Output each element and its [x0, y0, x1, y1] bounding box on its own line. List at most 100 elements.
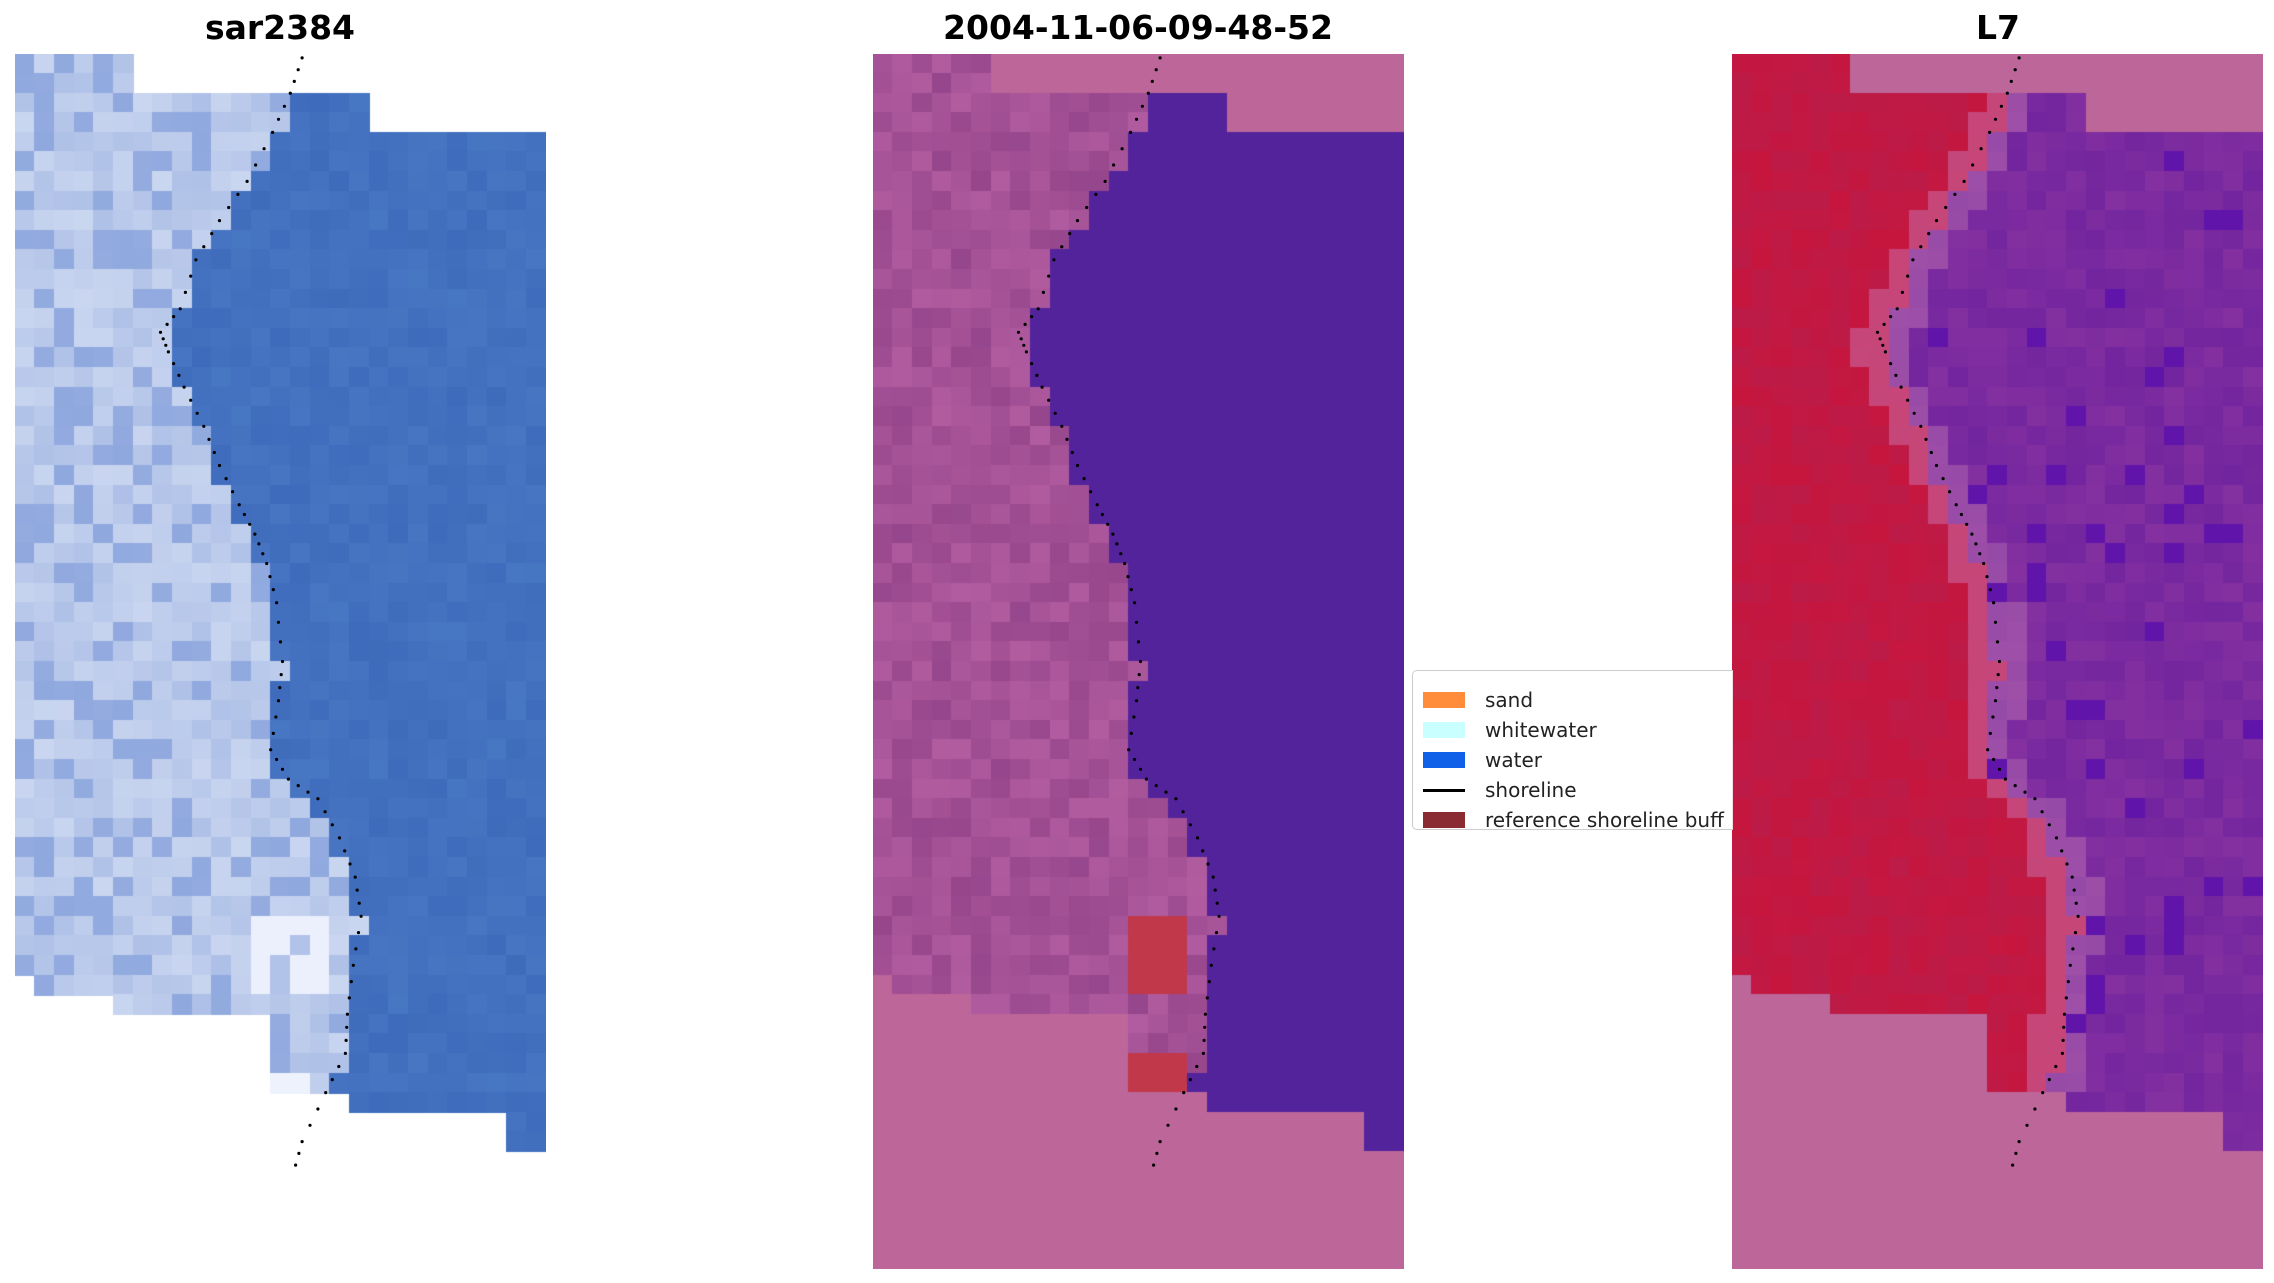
shoreline-point [1982, 561, 1986, 566]
shoreline-point [2009, 79, 2013, 83]
shoreline-point [1899, 385, 1903, 389]
legend-label: shoreline [1485, 778, 1577, 802]
shoreline-point [351, 963, 355, 967]
shoreline-point [1201, 849, 1205, 853]
legend-label: reference shoreline buff [1485, 808, 1724, 830]
shoreline-point [254, 163, 258, 167]
shoreline-point [231, 490, 235, 494]
shoreline-point [183, 290, 187, 294]
shoreline-point [1912, 411, 1916, 415]
shoreline-point [1970, 532, 1974, 536]
shoreline-point [262, 147, 266, 151]
shoreline-point [349, 980, 353, 984]
shoreline-point [323, 810, 327, 814]
shoreline-point [1962, 179, 1966, 183]
shoreline-point [1959, 512, 1963, 517]
shoreline-point [242, 512, 246, 517]
shoreline-point [227, 205, 231, 210]
shoreline-point [1146, 91, 1150, 95]
shoreline-overlay [158, 56, 363, 1167]
shoreline-point [268, 575, 272, 579]
shoreline-point [1906, 398, 1910, 402]
shoreline-point [345, 1012, 349, 1016]
shoreline-point [1214, 931, 1219, 935]
shoreline-point [1906, 274, 1910, 278]
shoreline-point [275, 757, 279, 762]
shoreline-point [1158, 56, 1162, 60]
shoreline-point [1023, 322, 1027, 326]
shoreline-point [1919, 424, 1923, 428]
shoreline-point [357, 901, 361, 905]
shoreline-point [1166, 1123, 1170, 1127]
shoreline-point [276, 699, 281, 703]
shoreline-point [2025, 1123, 2029, 1127]
shoreline-point [1041, 290, 1045, 294]
shoreline-point [1212, 947, 1216, 951]
shoreline-point [354, 947, 358, 951]
shoreline-point [288, 91, 292, 95]
legend-item-sand: sand [1423, 685, 1533, 715]
shoreline-point [1070, 450, 1074, 455]
shoreline-point [359, 914, 363, 918]
shoreline-point [1875, 330, 1880, 334]
shoreline-point [1106, 522, 1110, 526]
shoreline-point [1065, 437, 1069, 441]
shoreline-point [261, 552, 265, 556]
legend-label: water [1485, 748, 1542, 772]
shoreline-point [1991, 715, 1995, 719]
shoreline-point [279, 673, 283, 677]
shoreline-point [2013, 68, 2017, 72]
shoreline-point [1203, 1012, 1207, 1016]
shoreline-point [1134, 699, 1139, 703]
shoreline-point [1889, 362, 1893, 366]
shoreline-point [1996, 673, 2000, 677]
shoreline-point [177, 373, 181, 377]
shoreline-point [1986, 748, 1990, 752]
shoreline-point [1075, 463, 1080, 468]
shoreline-point [1954, 503, 1958, 507]
shoreline-point [275, 601, 279, 605]
shoreline-point [1100, 512, 1104, 517]
shoreline-point [286, 777, 290, 781]
shoreline-point [1988, 130, 1992, 134]
shoreline-point [1929, 450, 1933, 455]
shoreline-point [1075, 219, 1080, 223]
shoreline-point [300, 1140, 304, 1144]
shoreline-point [2072, 888, 2076, 892]
shoreline-point [2061, 1038, 2065, 1042]
shoreline-point [217, 463, 222, 468]
shoreline-point [1174, 797, 1178, 801]
shoreline-point [2071, 947, 2075, 951]
shoreline-point [1133, 601, 1137, 605]
shoreline-point [1201, 1051, 1205, 1055]
shoreline-point [2014, 1151, 2018, 1155]
shoreline-point [1089, 490, 1093, 494]
shoreline-point [1047, 398, 1051, 402]
shoreline-point [1068, 232, 1072, 236]
shoreline-point [300, 56, 304, 60]
shoreline-point [1993, 117, 1998, 121]
shoreline-point [1112, 163, 1116, 167]
shoreline-point [274, 715, 278, 719]
shoreline-point [2073, 931, 2078, 935]
shoreline-point [1140, 104, 1144, 108]
shoreline-point [1195, 836, 1200, 840]
shoreline-point [343, 849, 347, 853]
shoreline-point [1993, 699, 1998, 703]
shoreline-point [1919, 245, 1923, 249]
legend-item-water: water [1423, 745, 1542, 775]
shoreline-point [224, 477, 228, 481]
shoreline-point [158, 330, 163, 334]
shoreline-point [202, 424, 206, 428]
shoreline-point [2060, 849, 2064, 853]
shoreline-point [1953, 192, 1957, 196]
shoreline-point [212, 450, 216, 455]
shoreline-point [356, 931, 361, 935]
shoreline-point [2013, 784, 2017, 788]
shoreline-point [1120, 147, 1124, 151]
shoreline-point [278, 686, 282, 690]
shoreline-point [182, 385, 186, 389]
shoreline-point [1119, 552, 1123, 556]
shoreline-point [1997, 767, 2002, 771]
shoreline-point [1060, 245, 1064, 249]
